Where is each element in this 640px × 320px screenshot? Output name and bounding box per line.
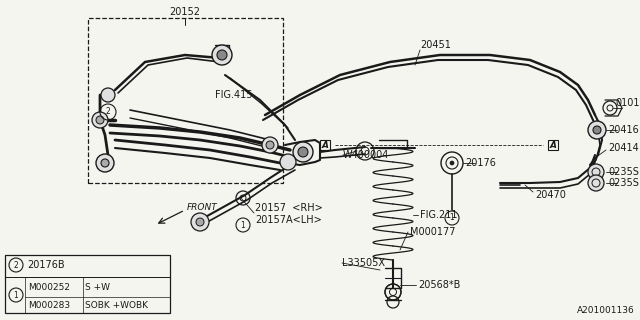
Text: M000252: M000252 xyxy=(28,283,70,292)
Circle shape xyxy=(593,126,601,134)
Text: M000177: M000177 xyxy=(410,227,456,237)
Text: A: A xyxy=(550,140,557,149)
Text: 0235S: 0235S xyxy=(608,178,639,188)
Circle shape xyxy=(96,116,104,124)
Text: 20176B: 20176B xyxy=(27,260,65,270)
Circle shape xyxy=(266,141,274,149)
Text: 1: 1 xyxy=(450,213,454,222)
Text: 20414: 20414 xyxy=(608,143,639,153)
Circle shape xyxy=(450,161,454,165)
Circle shape xyxy=(101,159,109,167)
Circle shape xyxy=(293,142,313,162)
Bar xyxy=(320,140,330,150)
Circle shape xyxy=(588,121,606,139)
Text: 20157A<LH>: 20157A<LH> xyxy=(255,215,322,225)
Text: 20568*B: 20568*B xyxy=(418,280,460,290)
Circle shape xyxy=(196,218,204,226)
Text: W400004: W400004 xyxy=(343,150,389,160)
Text: 20152: 20152 xyxy=(170,7,200,17)
Circle shape xyxy=(280,154,296,170)
Text: 20176: 20176 xyxy=(465,158,496,168)
Bar xyxy=(88,18,283,183)
Text: FIG.415: FIG.415 xyxy=(215,90,253,100)
Circle shape xyxy=(262,137,278,153)
Text: FRONT: FRONT xyxy=(187,204,218,212)
Circle shape xyxy=(212,45,232,65)
Bar xyxy=(5,255,170,313)
Text: A: A xyxy=(321,140,328,149)
Text: 0235S: 0235S xyxy=(608,167,639,177)
Bar xyxy=(548,140,558,150)
Text: M000283: M000283 xyxy=(28,300,70,309)
Text: 20470: 20470 xyxy=(535,190,566,200)
Circle shape xyxy=(588,164,604,180)
Circle shape xyxy=(191,213,209,231)
Text: 20157  <RH>: 20157 <RH> xyxy=(255,203,323,213)
Circle shape xyxy=(101,88,115,102)
Text: SOBK +WOBK: SOBK +WOBK xyxy=(85,300,148,309)
Text: 20451: 20451 xyxy=(420,40,451,50)
Text: A201001136: A201001136 xyxy=(577,306,635,315)
Circle shape xyxy=(217,50,227,60)
Text: 2: 2 xyxy=(13,260,19,269)
Text: 1: 1 xyxy=(241,220,245,229)
Text: L33505X: L33505X xyxy=(342,258,385,268)
Text: FIG.211: FIG.211 xyxy=(420,210,458,220)
Text: 2: 2 xyxy=(106,108,110,116)
Circle shape xyxy=(298,147,308,157)
Circle shape xyxy=(588,175,604,191)
Text: 1: 1 xyxy=(13,291,19,300)
Circle shape xyxy=(96,154,114,172)
Text: 0101S: 0101S xyxy=(615,98,640,108)
Circle shape xyxy=(92,112,108,128)
Text: S +W: S +W xyxy=(85,283,110,292)
Text: 20416: 20416 xyxy=(608,125,639,135)
